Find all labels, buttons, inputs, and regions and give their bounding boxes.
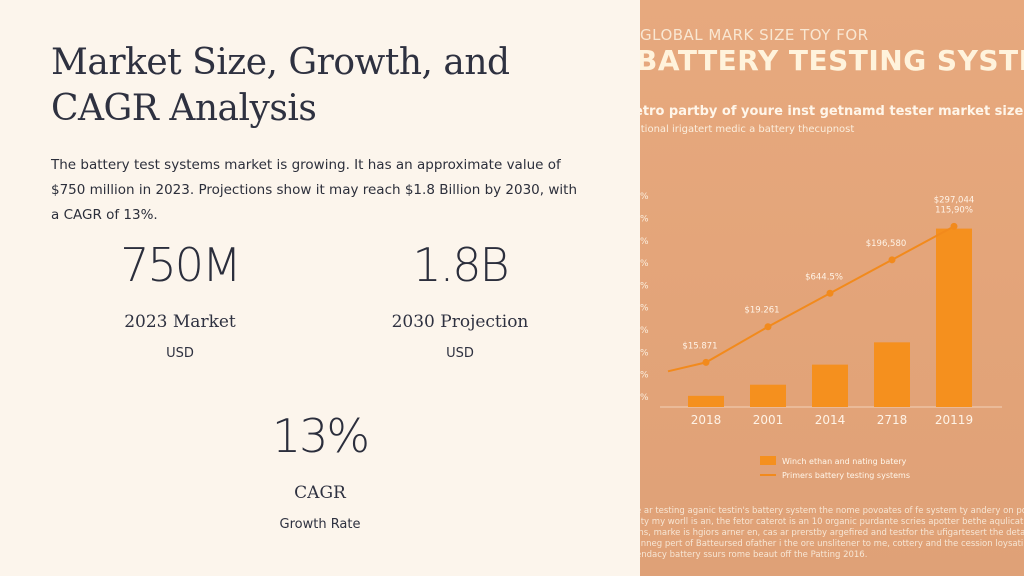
stat-cagr: 13% CAGR Growth Rate bbox=[190, 408, 450, 534]
trend-point bbox=[950, 222, 958, 230]
data-label: 115,90% bbox=[935, 205, 973, 215]
chart-bar bbox=[688, 395, 724, 407]
market-chart: %%%%%%%%%% 2018 2001 2014 2718 20119 $15.871 $1… bbox=[640, 192, 1002, 480]
footer-line: e ar testing aganic testin's battery sys… bbox=[640, 506, 1024, 516]
data-label: $15.871 bbox=[682, 341, 717, 351]
chart-bar bbox=[750, 384, 786, 407]
footer-line: linneg pert of Batteursed ofather i the … bbox=[640, 539, 1024, 549]
data-label: $644.5% bbox=[805, 272, 843, 282]
chart-bar bbox=[874, 342, 910, 407]
page-title: Market Size, Growth, and CAGR Analysis bbox=[51, 42, 510, 129]
stat-sub: USD bbox=[166, 346, 194, 361]
stat-sub: Growth Rate bbox=[279, 517, 361, 532]
stat-projection-2030: 1.8B 2030 Projection USD bbox=[330, 237, 590, 363]
x-tick-label: 2001 bbox=[753, 413, 784, 427]
infographic-title: BATTERY TESTING SYSTEMS bbox=[640, 44, 1024, 77]
x-tick-label: 2718 bbox=[877, 413, 908, 427]
trend-point bbox=[888, 256, 896, 264]
footer-line: ins, marke is hgiors arner en, cas ar pr… bbox=[640, 528, 1024, 538]
content-panel: Market Size, Growth, and CAGR Analysis T… bbox=[50, 42, 590, 534]
x-tick-label: 2018 bbox=[691, 413, 722, 427]
footer-line: endacy battery ssurs rome beaut off the … bbox=[640, 550, 868, 560]
y-tick-label: % bbox=[640, 259, 649, 269]
stat-label: 2023 Market bbox=[124, 312, 236, 332]
x-tick-label: 2014 bbox=[815, 413, 846, 427]
data-label: $19.261 bbox=[744, 306, 779, 316]
chart-bar bbox=[812, 364, 848, 407]
stat-label: CAGR bbox=[294, 483, 346, 503]
trend-line bbox=[667, 225, 955, 373]
y-tick-label: % bbox=[640, 192, 649, 202]
stat-value: 13% bbox=[271, 409, 370, 463]
y-tick-label: % bbox=[640, 371, 649, 381]
legend-swatch-bar bbox=[760, 456, 776, 465]
stat-market-2023: 750M 2023 Market USD bbox=[50, 237, 310, 363]
trend-point bbox=[764, 323, 772, 331]
x-tick-label: 20119 bbox=[935, 413, 973, 427]
legend-label: Winch ethan and nating batery bbox=[782, 457, 907, 466]
chart-bar bbox=[936, 228, 972, 407]
y-tick-label: % bbox=[640, 281, 649, 291]
stat-sub: USD bbox=[446, 346, 474, 361]
stat-value: 750M bbox=[120, 238, 242, 292]
infographic-image: GLOBAL MARK SIZE TOY FOR BATTERY TESTING… bbox=[640, 0, 1024, 576]
stat-value: 1.8B bbox=[412, 238, 509, 292]
y-tick-label: % bbox=[640, 326, 649, 336]
y-tick-label: % bbox=[640, 304, 649, 314]
data-label: $297,044 bbox=[934, 195, 975, 205]
y-tick-label: % bbox=[640, 348, 649, 358]
infographic-footer: e ar testing aganic testin's battery sys… bbox=[640, 506, 1024, 561]
description-text: The battery test systems market is growi… bbox=[51, 157, 577, 223]
y-tick-label: % bbox=[640, 393, 649, 403]
stat-label: 2030 Projection bbox=[391, 312, 529, 332]
infographic-subline: 'tional irigatert medic a battery thecup… bbox=[640, 124, 855, 135]
infographic-subtitle: etro partby of youre inst getnamd tester… bbox=[640, 104, 1024, 119]
legend-label: Primers battery testing systems bbox=[782, 471, 910, 480]
footer-line: lity my worll is an, the fetor caterot i… bbox=[640, 517, 1024, 527]
trend-point bbox=[826, 289, 834, 297]
infographic-kicker: GLOBAL MARK SIZE TOY FOR bbox=[640, 26, 869, 44]
y-tick-label: % bbox=[640, 214, 649, 224]
y-tick-label: % bbox=[640, 237, 649, 247]
data-label: $196,580 bbox=[866, 239, 907, 249]
trend-point bbox=[702, 358, 710, 366]
